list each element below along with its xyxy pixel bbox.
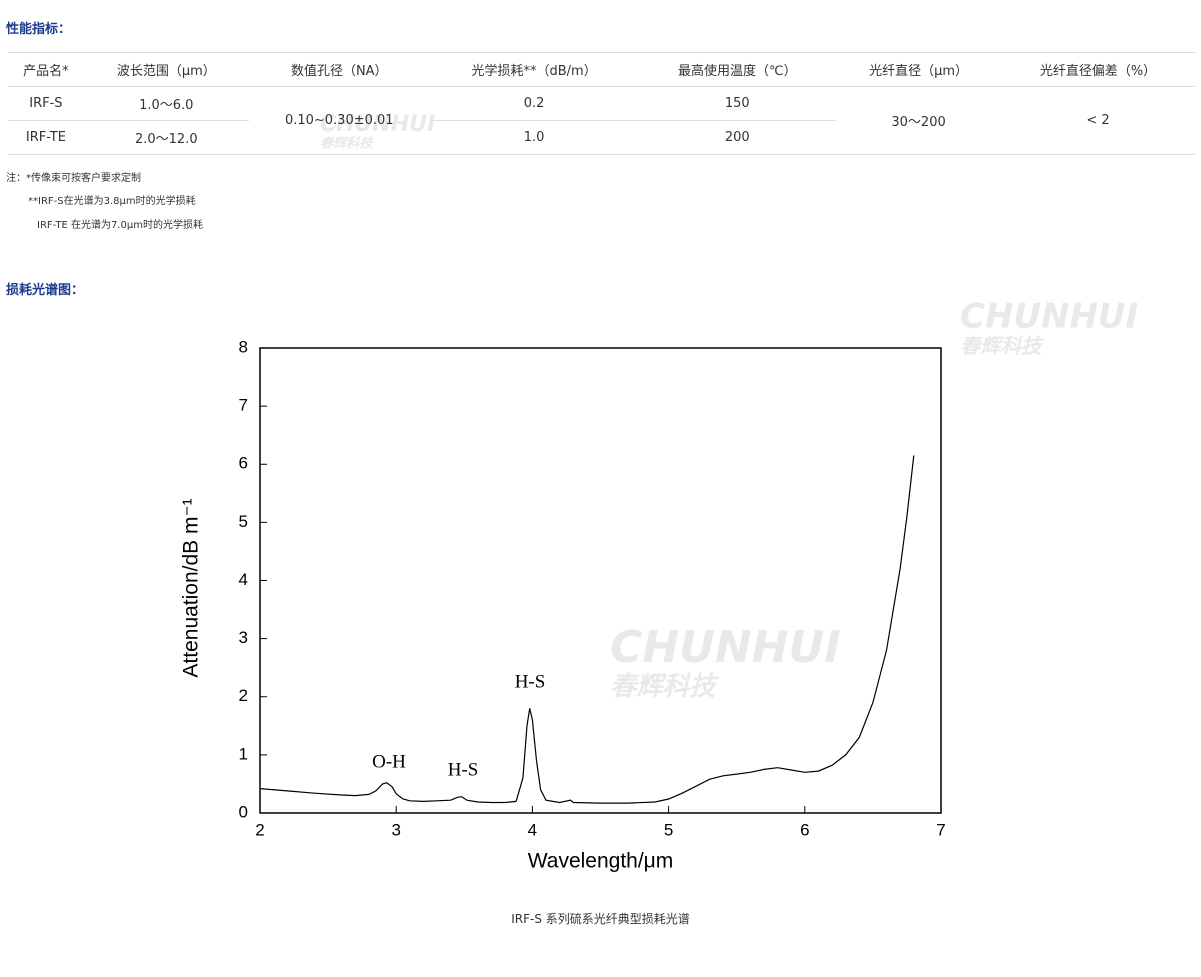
y-axis-label: Attenuation/dB m⁻¹ bbox=[180, 498, 203, 677]
note: 注：*传像束可按客户要求定制 bbox=[6, 173, 141, 184]
th: 数值孔径（NA） bbox=[248, 52, 430, 87]
x-axis-label: Wavelength/μm bbox=[528, 850, 674, 873]
y-tick-label: 5 bbox=[239, 512, 248, 531]
th: 最高使用温度（℃） bbox=[638, 52, 837, 87]
cell: 150 bbox=[638, 86, 837, 121]
y-tick-label: 1 bbox=[239, 744, 248, 763]
cell: 0.10~0.30±0.01 bbox=[248, 86, 430, 155]
y-tick-label: 6 bbox=[239, 454, 248, 473]
plot-frame bbox=[259, 347, 942, 814]
y-tick-label: 0 bbox=[239, 802, 248, 821]
cell: 1.0 bbox=[429, 120, 639, 155]
x-tick-label: 7 bbox=[936, 820, 945, 839]
th: 波长范围（μm） bbox=[83, 52, 249, 87]
cell: 30～200 bbox=[836, 86, 1002, 155]
cell: IRF-TE bbox=[8, 120, 84, 155]
cell: 200 bbox=[638, 120, 837, 155]
watermark: CHUNHUI bbox=[610, 622, 841, 673]
th: 光纤直径（μm） bbox=[836, 52, 1002, 87]
th: 光学损耗**（dB/m） bbox=[429, 52, 639, 87]
x-tick-label: 4 bbox=[528, 820, 537, 839]
th: 产品名* bbox=[8, 52, 84, 87]
watermark: CHUNHUI bbox=[960, 297, 1138, 337]
cell: IRF-S bbox=[8, 86, 84, 121]
caption: IRF-S 系列硫系光纤典型损耗光谱 bbox=[511, 912, 690, 926]
cell: 1.0～6.0 bbox=[83, 86, 249, 121]
y-tick-label: 8 bbox=[239, 337, 248, 356]
cell: 0.2 bbox=[429, 86, 639, 121]
heading: 性能指标： bbox=[6, 22, 72, 37]
x-tick-label: 2 bbox=[255, 820, 264, 839]
x-tick-label: 6 bbox=[800, 820, 809, 839]
spec-table: 产品名* 波长范围（μm） 数值孔径（NA） 光学损耗**（dB/m） 最高使用… bbox=[8, 52, 1195, 155]
cell: < 2 bbox=[1001, 86, 1195, 155]
watermark: 春辉科技 bbox=[610, 671, 719, 702]
y-tick-label: 4 bbox=[239, 570, 248, 589]
x-tick-label: 3 bbox=[391, 820, 400, 839]
y-tick-label: 7 bbox=[239, 396, 248, 415]
y-tick-label: 2 bbox=[239, 686, 248, 705]
annotation: O-H bbox=[372, 751, 406, 772]
heading: 损耗光谱图： bbox=[6, 283, 85, 298]
spectrum-line bbox=[259, 455, 915, 804]
note: **IRF-S在光谱为3.8μm时的光学损耗 bbox=[28, 196, 196, 207]
x-tick-label: 5 bbox=[664, 820, 673, 839]
th: 光纤直径偏差（%） bbox=[1001, 52, 1195, 87]
annotation: H-S bbox=[515, 671, 546, 692]
watermark: 春辉科技 bbox=[960, 334, 1044, 358]
note: IRF-TE 在光谱为7.0μm时的光学损耗 bbox=[37, 220, 203, 231]
cell: 2.0～12.0 bbox=[83, 120, 249, 155]
y-tick-label: 3 bbox=[239, 628, 248, 647]
annotation: H-S bbox=[448, 759, 479, 780]
